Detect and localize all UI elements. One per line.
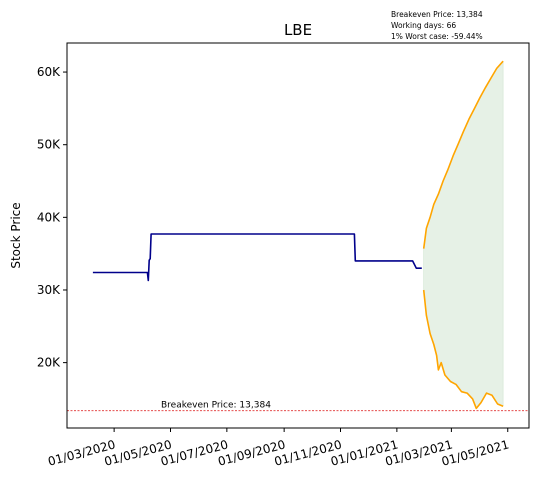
series-line-0: [92, 233, 422, 282]
y-tick-label-3: 50K: [37, 138, 61, 152]
annotation-working-days: Working days: 66: [391, 21, 456, 30]
x-axis: 01/03/202001/05/202001/07/202001/09/2020…: [46, 428, 511, 469]
breakeven-label: Breakeven Price: 13,384: [161, 401, 271, 411]
annotation-box: Breakeven Price: 13,384 Working days: 66…: [391, 10, 483, 41]
projection-band: [423, 60, 504, 409]
y-tick-label-2: 40K: [37, 210, 61, 224]
y-tick-label-1: 30K: [37, 283, 61, 297]
annotation-worst-case: 1% Worst case: -59.44%: [391, 32, 483, 41]
plot-frame: [66, 42, 530, 429]
series-lines: [92, 60, 504, 410]
series-line-2: [422, 289, 504, 410]
projection-area: [423, 60, 504, 409]
y-axis-label: Stock Price: [9, 202, 23, 268]
y-axis: 20K 30K 40K 50K 60K: [37, 65, 67, 370]
series-line-1: [422, 60, 504, 249]
y-tick-label-4: 60K: [37, 65, 61, 79]
chart-title: LBE: [284, 21, 312, 39]
y-tick-label-0: 20K: [37, 356, 61, 370]
annotation-breakeven: Breakeven Price: 13,384: [391, 10, 483, 19]
